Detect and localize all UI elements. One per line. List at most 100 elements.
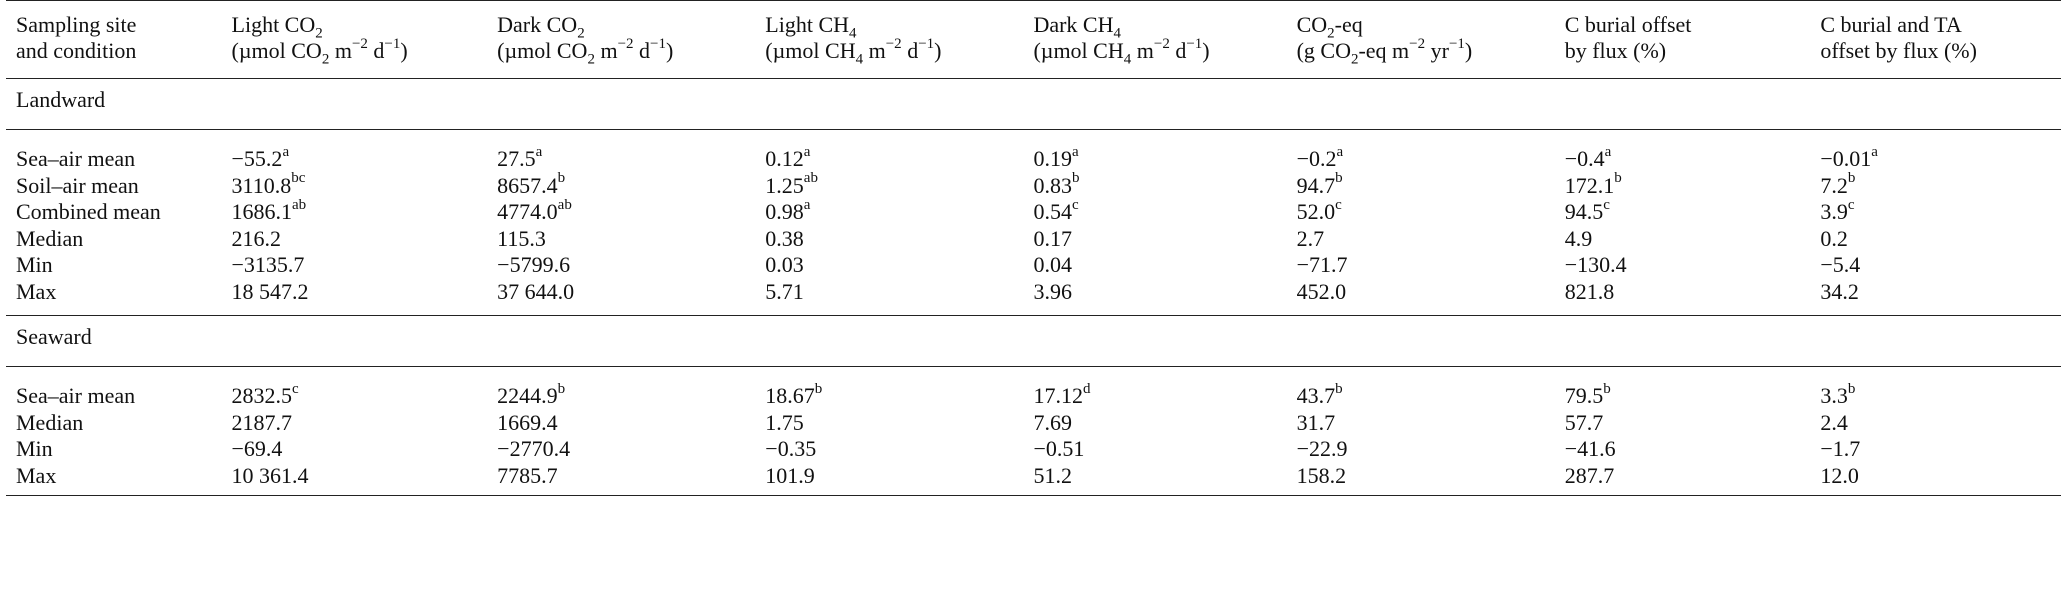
- unit-text: -eq m: [1358, 38, 1410, 63]
- table-cell: 34.2: [1810, 278, 2061, 316]
- table-row: Sea–air mean 2832.5c 2244.9b 18.67b 17.12d 43…: [6, 367, 2061, 410]
- cell-value: 2832.5: [231, 383, 293, 408]
- cell-value: 101.9: [765, 462, 815, 488]
- unit-text: ): [666, 38, 674, 63]
- cell-value: 5.71: [765, 278, 804, 304]
- cell-value: −41.6: [1564, 436, 1616, 461]
- unit-text: yr: [1425, 38, 1449, 63]
- unit-text: m: [594, 38, 618, 63]
- cell-value: −0.35: [765, 436, 817, 461]
- unit-text: m: [863, 38, 886, 63]
- header-text: Light CO: [231, 12, 316, 37]
- table-cell: −3135.7: [222, 252, 488, 279]
- row-label: Max: [6, 278, 222, 316]
- row-label: Min: [16, 252, 53, 277]
- header-row-2: and condition (µmol CO2 m−2 d−1) (µmol C…: [6, 35, 2061, 79]
- cell-value: 2244.9: [497, 383, 558, 408]
- table-row: Sea–air mean −55.2a 27.5a 0.12a 0.19a −0.2a −0…: [6, 130, 2061, 173]
- header-text: Dark CH: [1033, 12, 1114, 37]
- table-cell: 4.9: [1555, 226, 1811, 253]
- unit-superscript: −2: [351, 35, 368, 52]
- row-label: Sea–air mean: [16, 146, 136, 171]
- cell-value: 12.0: [1820, 462, 1859, 488]
- cell-value: 2187.7: [231, 409, 293, 435]
- table-cell: 1.25ab: [755, 171, 1023, 200]
- table-cell: 821.8: [1554, 278, 1811, 316]
- header-c-burial-ta-offset: C burial and TA: [1810, 0, 2061, 38]
- header-unit: (µmol CO2 m−2 d−1): [487, 35, 756, 79]
- section-header: Landward: [6, 78, 2061, 130]
- header-text: CO: [1296, 12, 1328, 37]
- cell-value: 1669.4: [497, 409, 558, 435]
- significance-letter: c: [1847, 196, 1855, 213]
- table-cell: 10 361.4: [221, 462, 488, 496]
- cell-value: −0.01: [1820, 146, 1872, 171]
- cell-value: 0.19: [1033, 146, 1072, 171]
- table-cell: 0.03: [755, 252, 1023, 279]
- cell-value: 79.5: [1564, 383, 1604, 408]
- significance-letter: c: [292, 380, 299, 397]
- cell-value: 821.8: [1564, 278, 1615, 304]
- significance-letter: c: [1071, 196, 1079, 213]
- significance-letter: a: [1071, 143, 1079, 160]
- unit-text: ): [400, 38, 408, 63]
- unit-superscript: −2: [1409, 35, 1426, 52]
- table-cell: 3.96: [1023, 278, 1287, 316]
- cell-value: 94.5: [1564, 199, 1604, 224]
- table-cell: 2187.7: [222, 410, 488, 437]
- table-cell: 2.7: [1287, 226, 1555, 253]
- table-cell: 27.5a: [487, 130, 755, 173]
- cell-value: 0.98: [765, 199, 804, 224]
- cell-value: −71.7: [1296, 252, 1348, 277]
- unit-text: ): [934, 38, 942, 63]
- header-subscript: 4: [849, 25, 857, 42]
- section-title: Seaward: [6, 315, 2061, 367]
- cell-value: 0.38: [765, 225, 804, 251]
- cell-value: 2.4: [1820, 409, 1848, 435]
- cell-value: 57.7: [1564, 409, 1604, 435]
- row-label: Median: [16, 409, 84, 435]
- table-cell: 57.7: [1555, 410, 1811, 437]
- unit-text: d: [901, 38, 919, 63]
- header-text: Light CH: [765, 12, 850, 37]
- header-unit: (µmol CH4 m−2 d−1): [755, 35, 1024, 79]
- table-cell: 115.3: [487, 226, 755, 253]
- cell-value: 2.7: [1296, 225, 1325, 251]
- significance-letter: a: [803, 196, 811, 213]
- table-cell: −22.9: [1287, 436, 1555, 463]
- table-row: Median 2187.7 1669.4 1.75 7.69 31.7 57.7 2.4: [6, 410, 2061, 437]
- header-c-burial-offset: C burial offset: [1554, 0, 1811, 38]
- row-label: Min: [16, 436, 53, 461]
- cell-value: 52.0: [1296, 199, 1336, 224]
- table-cell: 7.2b: [1810, 171, 2061, 200]
- cell-value: 34.2: [1820, 278, 1859, 304]
- table-cell: 79.5b: [1555, 367, 1811, 410]
- cell-value: 51.2: [1033, 462, 1072, 488]
- table-cell: 3.9c: [1810, 196, 2061, 226]
- flux-table: Sampling site Light CO2 Dark CO2 Light C…: [6, 0, 2061, 496]
- table-cell: 5.71: [755, 278, 1024, 316]
- cell-value: 18 547.2: [231, 278, 309, 304]
- cell-value: 4.9: [1564, 225, 1593, 251]
- unit-superscript: −2: [617, 35, 634, 52]
- significance-letter: d: [1082, 380, 1091, 397]
- header-text: C burial offset: [1564, 12, 1692, 37]
- table-row: Soil–air mean 3110.8bc 8657.4b 1.25ab 0.83b 9…: [6, 170, 2061, 200]
- table-cell: 8657.4b: [487, 171, 755, 200]
- section-header: Seaward: [6, 315, 2061, 367]
- cell-value: 0.12: [765, 146, 804, 171]
- row-label: Median: [16, 225, 84, 251]
- significance-letter: b: [1335, 380, 1343, 397]
- header-unit: (µmol CO2 m−2 d−1): [221, 35, 488, 79]
- table-cell: 0.83b: [1023, 170, 1286, 200]
- table-cell: 452.0: [1286, 278, 1555, 316]
- significance-letter: b: [1071, 170, 1080, 187]
- header-text: and condition: [16, 38, 137, 63]
- table-cell: 172.1b: [1555, 171, 1811, 200]
- unit-superscript: −1: [918, 35, 935, 52]
- significance-letter: bc: [291, 170, 306, 187]
- table-cell: −5799.6: [487, 252, 755, 279]
- cell-value: 3110.8: [231, 172, 292, 198]
- significance-letter: a: [803, 143, 811, 160]
- cell-value: −0.2: [1296, 146, 1337, 171]
